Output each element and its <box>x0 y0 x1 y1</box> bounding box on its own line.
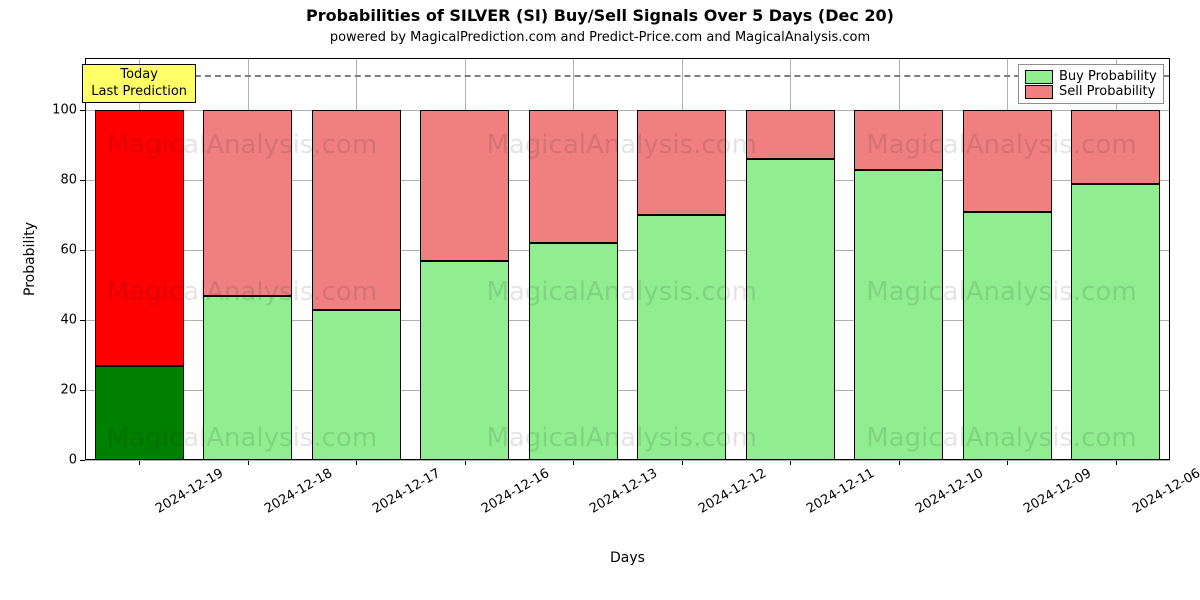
legend-item: Buy Probability <box>1025 69 1157 84</box>
legend: Buy ProbabilitySell Probability <box>1018 64 1164 104</box>
bar-buy <box>203 296 292 460</box>
ytick-label: 100 <box>52 103 85 118</box>
bar-buy <box>963 212 1052 460</box>
bar-sell <box>637 110 726 215</box>
xtick-label: 2024-12-16 <box>479 466 552 517</box>
legend-item: Sell Probability <box>1025 84 1157 99</box>
chart-subtitle: powered by MagicalPrediction.com and Pre… <box>0 30 1200 45</box>
xtick-label: 2024-12-11 <box>804 466 877 517</box>
ytick-label: 0 <box>69 453 85 468</box>
bar-sell <box>95 110 184 365</box>
bar-buy <box>854 170 943 460</box>
bar-sell <box>1071 110 1160 183</box>
bar-sell <box>854 110 943 169</box>
bar-buy <box>1071 184 1160 460</box>
bar-buy <box>529 243 618 460</box>
bar-sell <box>963 110 1052 211</box>
bar-sell <box>420 110 509 260</box>
bar-sell <box>203 110 292 295</box>
bar-buy <box>95 366 184 460</box>
ytick-label: 60 <box>60 243 85 258</box>
legend-label: Buy Probability <box>1059 69 1157 84</box>
legend-swatch <box>1025 85 1053 99</box>
bar-buy <box>420 261 509 460</box>
threshold-line <box>85 75 1170 77</box>
xtick-label: 2024-12-13 <box>587 466 660 517</box>
legend-label: Sell Probability <box>1059 84 1155 99</box>
bar-buy <box>746 159 835 460</box>
today-annotation: TodayLast Prediction <box>82 64 196 103</box>
gridline-horizontal <box>85 460 1170 461</box>
xtick-label: 2024-12-17 <box>370 466 443 517</box>
ytick-label: 20 <box>60 383 85 398</box>
ytick-label: 40 <box>60 313 85 328</box>
x-axis-label: Days <box>610 550 645 566</box>
y-axis-label: Probability <box>22 222 38 296</box>
xtick-label: 2024-12-19 <box>153 466 226 517</box>
bar-sell <box>312 110 401 309</box>
ytick-label: 80 <box>60 173 85 188</box>
annotation-line: Last Prediction <box>91 84 187 100</box>
bar-sell <box>746 110 835 159</box>
xtick-label: 2024-12-06 <box>1130 466 1200 517</box>
xtick-label: 2024-12-12 <box>696 466 769 517</box>
chart-container: Probabilities of SILVER (SI) Buy/Sell Si… <box>0 0 1200 600</box>
legend-swatch <box>1025 70 1053 84</box>
bar-buy <box>312 310 401 460</box>
plot-area: 0204060801002024-12-192024-12-182024-12-… <box>85 58 1170 460</box>
xtick-label: 2024-12-18 <box>262 466 335 517</box>
xtick-label: 2024-12-10 <box>913 466 986 517</box>
chart-title: Probabilities of SILVER (SI) Buy/Sell Si… <box>0 6 1200 25</box>
bar-sell <box>529 110 618 243</box>
bar-buy <box>637 215 726 460</box>
xtick-label: 2024-12-09 <box>1021 466 1094 517</box>
annotation-line: Today <box>91 67 187 83</box>
